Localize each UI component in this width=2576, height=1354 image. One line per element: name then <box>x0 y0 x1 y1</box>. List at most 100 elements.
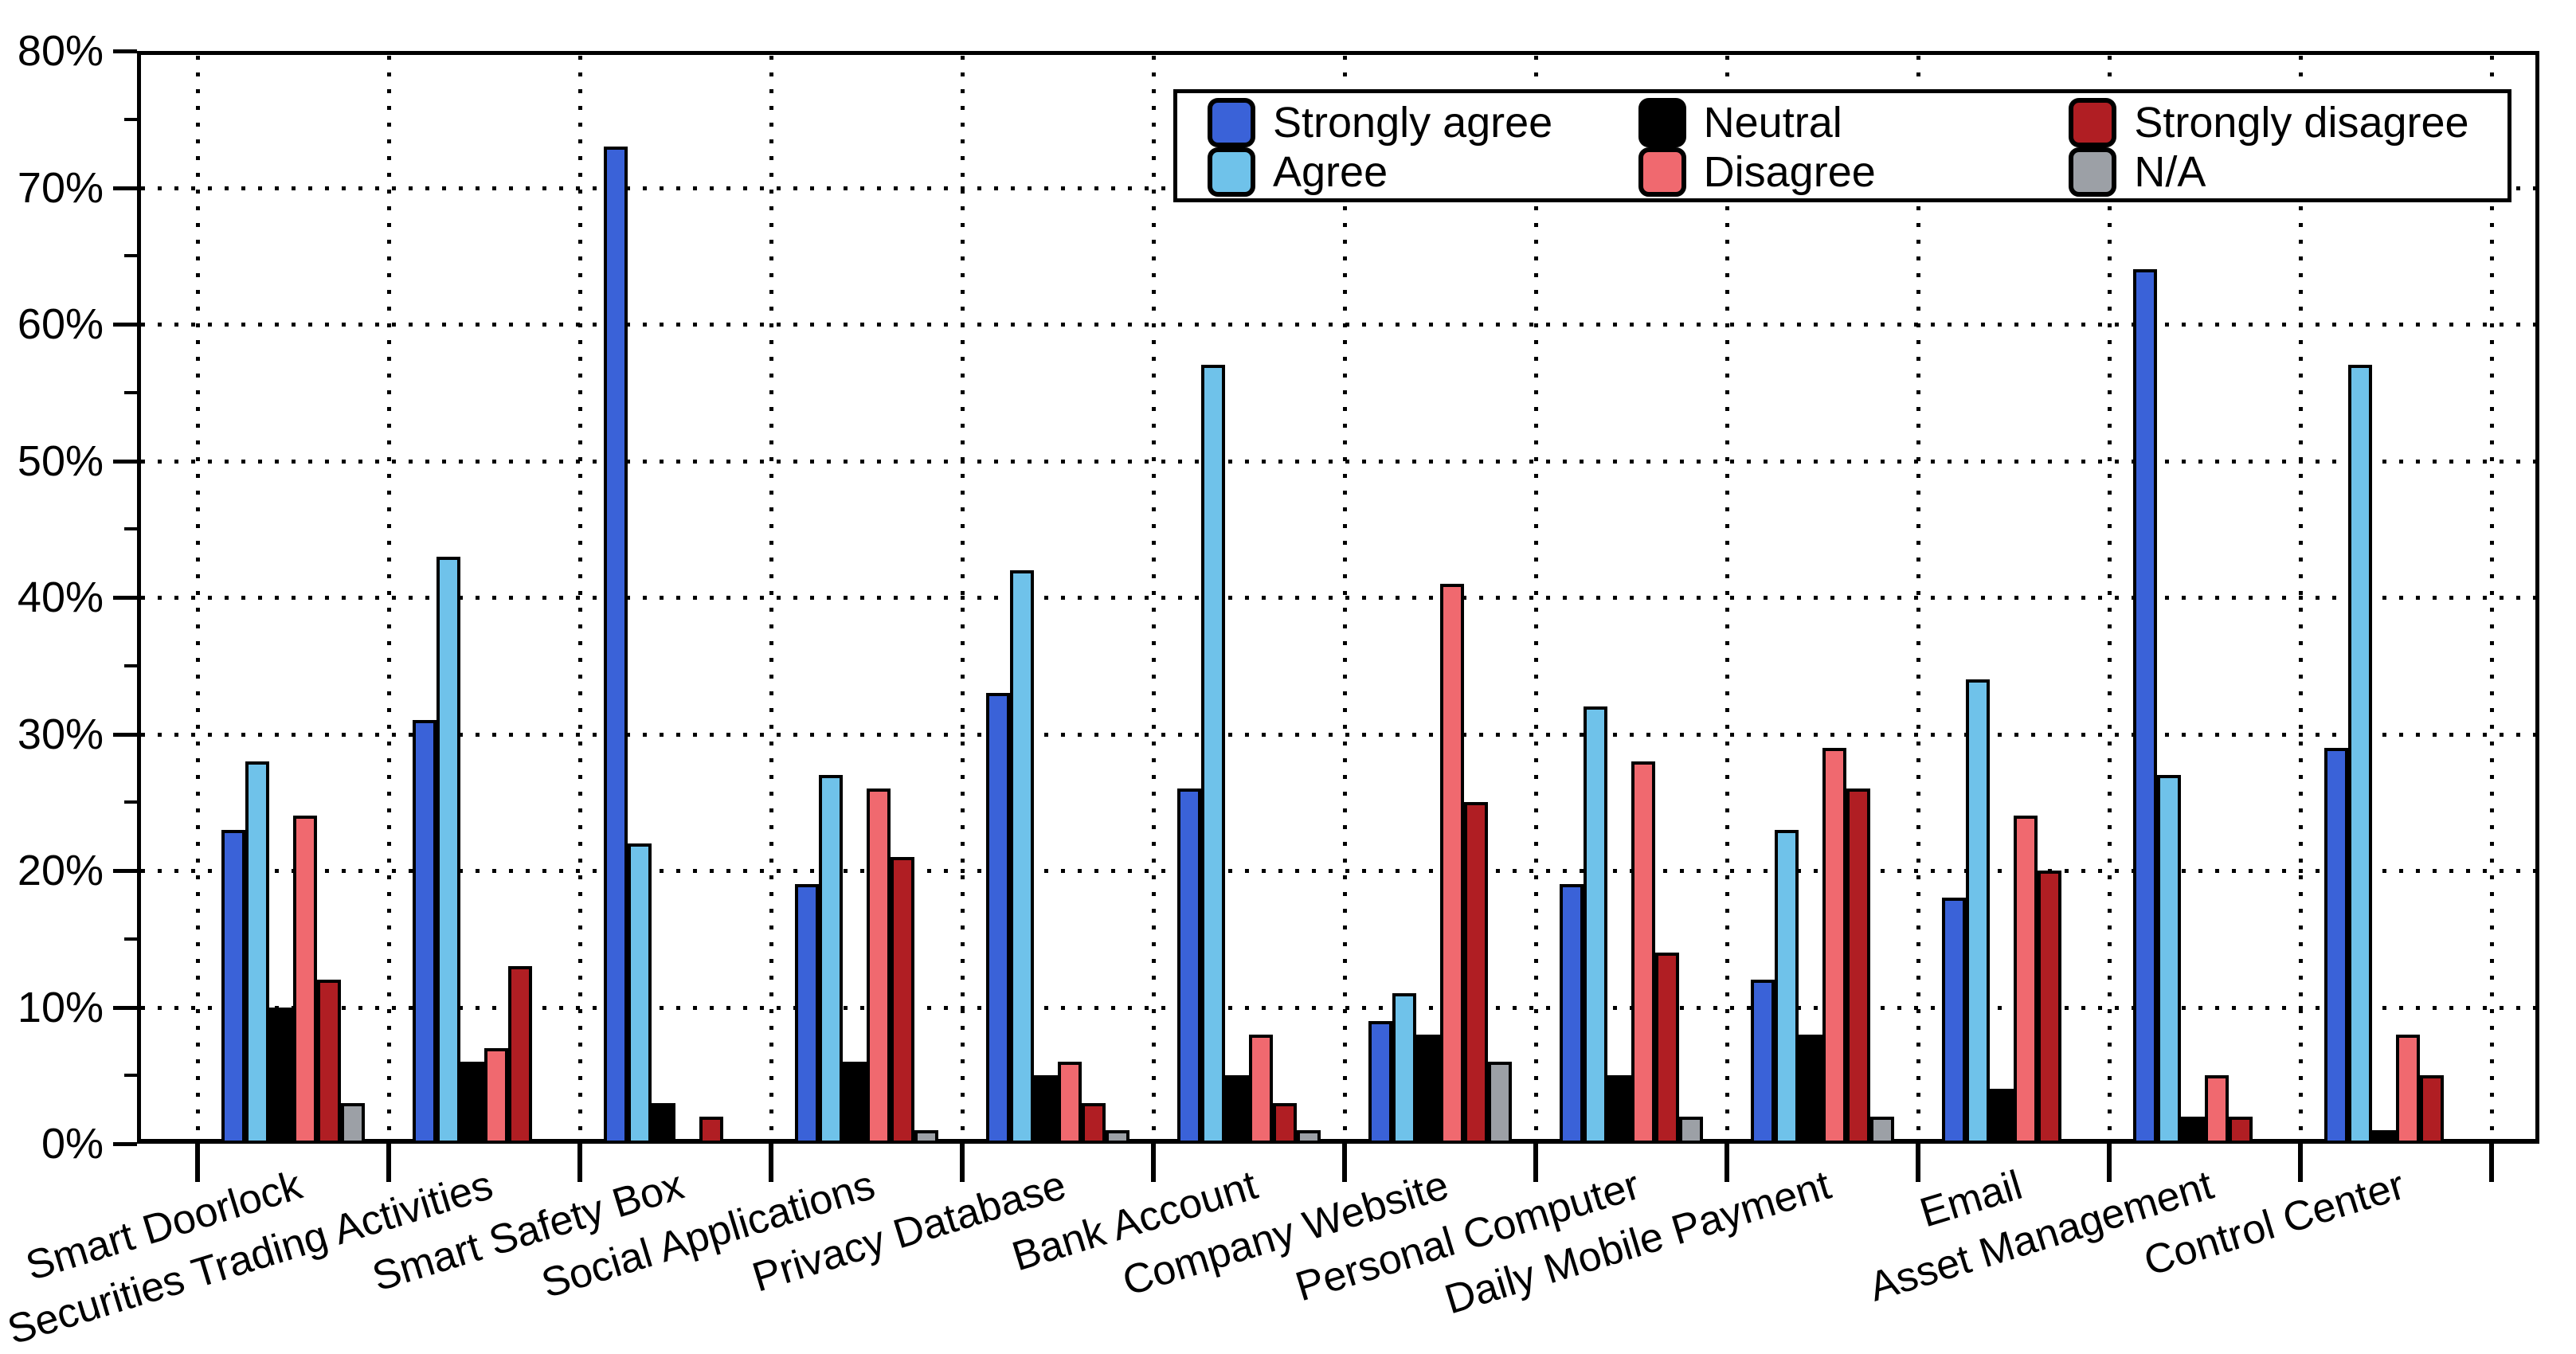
y-axis-minor-tick <box>124 390 137 394</box>
bar-neutral <box>1607 1075 1631 1144</box>
gridline-horizontal <box>141 459 2535 464</box>
x-axis-tick <box>1725 1144 1729 1182</box>
bar-strongly-disagree <box>317 980 341 1144</box>
bar-disagree <box>293 816 317 1144</box>
bar-disagree <box>867 789 891 1144</box>
bar-neutral <box>1034 1075 1058 1144</box>
gridline-vertical <box>2490 56 2494 1139</box>
legend-swatch <box>1638 147 1686 197</box>
gridline-vertical <box>1343 56 1347 1139</box>
bar-strongly-agree <box>986 693 1010 1144</box>
bar-agree <box>1392 993 1416 1144</box>
bar-disagree <box>2396 1034 2420 1144</box>
y-axis-major-tick <box>113 1005 137 1010</box>
bar-neutral <box>1799 1034 1822 1144</box>
bar-agree <box>628 843 652 1144</box>
bar-n-a <box>1297 1129 1321 1144</box>
legend: Strongly agree Agree Neutral Disagree Strong… <box>1173 89 2511 202</box>
bar-disagree <box>2014 816 2038 1144</box>
bar-disagree <box>1631 761 1655 1144</box>
gridline-vertical <box>769 56 773 1139</box>
x-axis-tick <box>769 1144 773 1182</box>
y-axis-major-tick <box>113 186 137 190</box>
bar-strongly-agree <box>1560 884 1584 1144</box>
gridline-vertical <box>1152 56 1156 1139</box>
y-axis-minor-tick <box>124 527 137 531</box>
bar-strongly-agree <box>604 147 628 1144</box>
y-axis-minor-tick <box>124 1074 137 1078</box>
legend-swatch <box>2069 98 2117 147</box>
y-axis-minor-tick <box>124 254 137 258</box>
y-axis-minor-tick <box>124 663 137 667</box>
bar-strongly-disagree <box>1464 802 1488 1144</box>
bar-agree <box>1010 569 1034 1144</box>
legend-swatch <box>1208 147 1255 197</box>
bar-neutral <box>460 1062 484 1144</box>
y-axis-tick-label: 20% <box>17 847 104 894</box>
bar-n-a <box>1106 1129 1129 1144</box>
y-axis-tick-label: 10% <box>17 983 104 1031</box>
bar-strongly-agree <box>1751 980 1775 1144</box>
bar-strongly-agree <box>221 829 245 1144</box>
gridline-horizontal <box>141 732 2535 737</box>
bar-agree <box>1201 365 1225 1144</box>
legend-swatch <box>1208 98 1255 147</box>
bar-agree <box>2157 774 2181 1144</box>
legend-item: Strongly disagree <box>2069 98 2500 147</box>
bar-neutral <box>843 1062 867 1144</box>
legend-item: Agree <box>1208 147 1638 197</box>
gridline-vertical <box>578 56 582 1139</box>
bar-agree <box>1775 829 1799 1144</box>
bar-strongly-agree <box>2133 269 2157 1144</box>
bar-strongly-agree <box>1942 898 1966 1144</box>
legend-item: Disagree <box>1638 147 2069 197</box>
bar-strongly-disagree <box>699 1116 723 1144</box>
gridline-horizontal <box>141 596 2535 600</box>
legend-item: Strongly agree <box>1208 98 1638 147</box>
bar-n-a <box>914 1129 938 1144</box>
bar-strongly-disagree <box>2229 1116 2253 1144</box>
y-axis-major-tick <box>113 459 137 464</box>
bar-agree <box>819 774 843 1144</box>
y-axis-major-tick <box>113 732 137 737</box>
legend-label: Neutral <box>1703 99 1842 147</box>
y-axis-major-tick <box>113 49 137 53</box>
bar-strongly-agree <box>795 884 819 1144</box>
bar-neutral <box>269 1007 293 1144</box>
bar-disagree <box>1249 1034 1273 1144</box>
legend-label: Strongly disagree <box>2134 99 2469 147</box>
bar-neutral <box>1990 1089 2014 1144</box>
x-axis-tick <box>1342 1144 1347 1182</box>
bar-strongly-disagree <box>1082 1102 1106 1144</box>
bar-strongly-agree <box>413 720 437 1144</box>
x-axis-tick <box>2489 1144 2494 1182</box>
gridline-horizontal <box>141 869 2535 873</box>
legend-swatch <box>2069 147 2117 197</box>
bar-strongly-agree <box>1177 789 1201 1144</box>
gridline-vertical <box>196 56 200 1139</box>
gridline-vertical <box>387 56 391 1139</box>
bar-neutral <box>2181 1116 2205 1144</box>
bar-n-a <box>1488 1062 1512 1144</box>
y-axis-major-tick <box>113 596 137 600</box>
bar-agree <box>1966 679 1990 1144</box>
bar-strongly-disagree <box>2038 871 2061 1144</box>
plot-area <box>137 51 2539 1144</box>
gridline-vertical <box>2299 56 2303 1139</box>
x-axis-tick <box>2298 1144 2303 1182</box>
y-axis-tick-label: 0% <box>41 1120 104 1168</box>
bar-n-a <box>341 1102 365 1144</box>
y-axis-tick-label: 60% <box>17 300 104 348</box>
y-axis-tick-label: 30% <box>17 710 104 758</box>
x-axis-tick <box>1151 1144 1156 1182</box>
bar-agree <box>245 761 269 1144</box>
bar-neutral <box>2372 1129 2396 1144</box>
bar-strongly-disagree <box>508 966 532 1144</box>
bar-strongly-disagree <box>2420 1075 2444 1144</box>
y-axis-tick-label: 80% <box>17 27 104 75</box>
gridline-vertical <box>2108 56 2112 1139</box>
bar-disagree <box>484 1047 508 1144</box>
bar-disagree <box>2205 1075 2229 1144</box>
legend-item: Neutral <box>1638 98 2069 147</box>
